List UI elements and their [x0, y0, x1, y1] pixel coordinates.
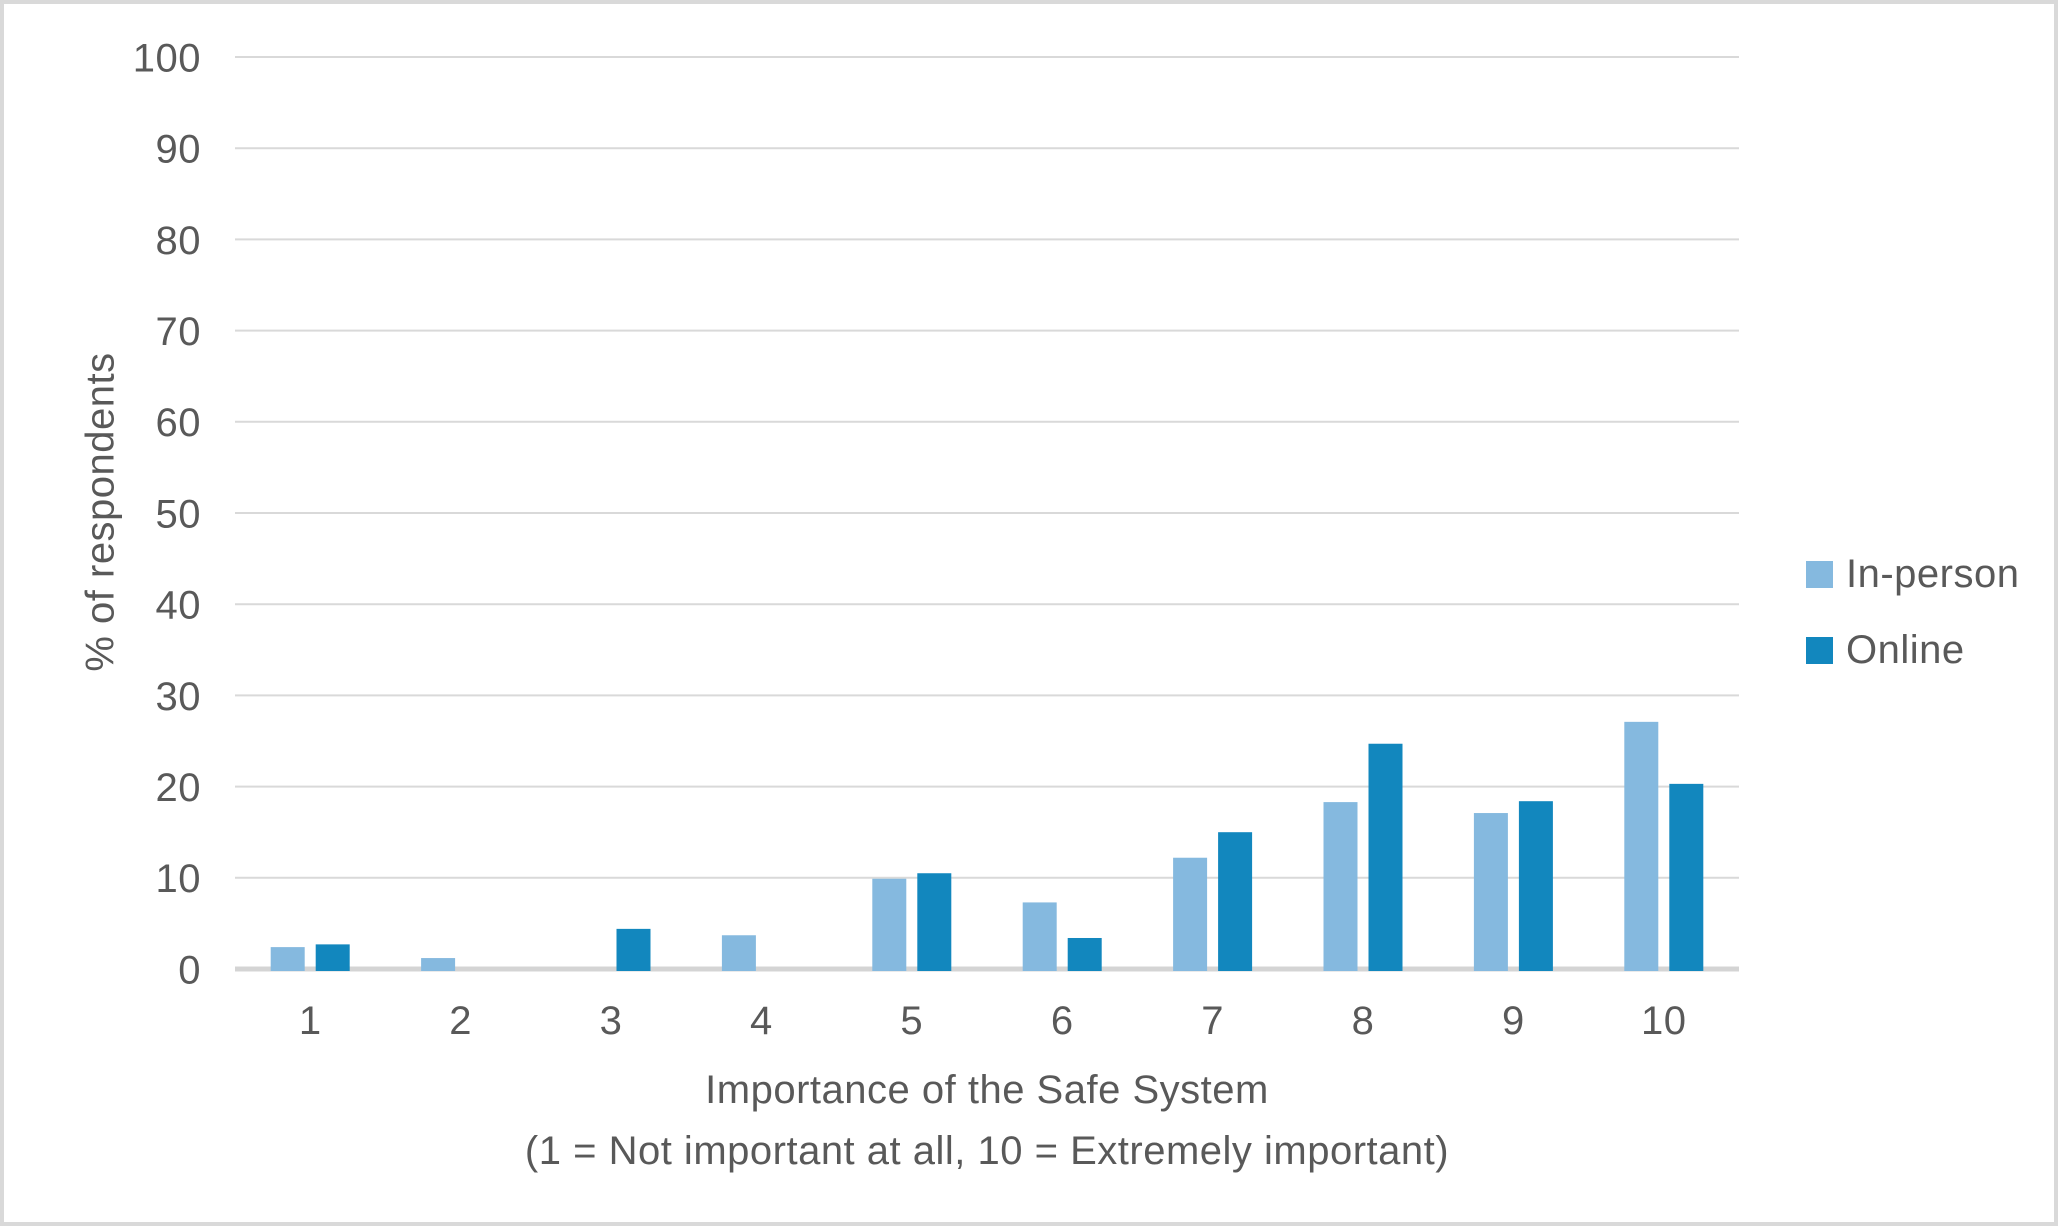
y-tick-label: 80 — [156, 219, 202, 263]
y-tick-label: 20 — [156, 766, 202, 810]
bar-online-cat9 — [1518, 801, 1553, 971]
bar-online-cat5 — [917, 873, 952, 971]
x-tick-label: 4 — [750, 999, 773, 1043]
bar-chart-plot: 0 10 20 30 40 50 60 70 80 90 100 1 2 3 4 5 6 7 8 9 10 — [133, 36, 1739, 1043]
bar-in-person-cat2 — [421, 958, 456, 971]
x-tick-label: 7 — [1201, 999, 1224, 1043]
x-tick-label: 6 — [1051, 999, 1074, 1043]
bar-online-cat6 — [1067, 937, 1102, 971]
legend-label: In-person — [1846, 552, 2020, 596]
x-tick-label: 3 — [600, 999, 623, 1043]
bar-in-person-cat10 — [1624, 721, 1659, 971]
x-tick-label: 8 — [1352, 999, 1375, 1043]
legend-item-in-person: In-person — [1806, 552, 2019, 597]
bar-online-cat10 — [1669, 783, 1704, 971]
bar-online-cat1 — [315, 944, 350, 971]
bar-in-person-cat5 — [872, 878, 907, 971]
legend-item-online: Online — [1806, 628, 2019, 673]
bar-in-person-cat4 — [721, 935, 756, 971]
bar-in-person-cat7 — [1173, 857, 1208, 971]
legend-swatch-icon — [1806, 561, 1833, 588]
y-tick-label: 100 — [133, 36, 201, 80]
bar-in-person-cat9 — [1473, 813, 1508, 971]
bar-in-person-cat1 — [270, 947, 305, 971]
legend-label: Online — [1846, 628, 1965, 672]
legend: In-person Online — [1806, 552, 2019, 673]
y-tick-label: 90 — [156, 128, 202, 172]
y-axis-title: % of respondents — [78, 352, 123, 672]
x-axis-title: Importance of the Safe System (1 = Not i… — [235, 1060, 1739, 1182]
x-axis-title-note: (1 = Not important at all, 10 = Extremel… — [524, 1129, 1450, 1173]
bar-online-cat7 — [1218, 832, 1253, 971]
bar-in-person-cat8 — [1323, 802, 1358, 971]
bar-in-person-cat6 — [1022, 902, 1057, 971]
x-tick-label: 5 — [900, 999, 923, 1043]
x-tick-label: 9 — [1502, 999, 1525, 1043]
y-tick-label: 30 — [156, 675, 202, 719]
y-tick-label: 0 — [178, 948, 201, 992]
bar-online-cat3 — [616, 928, 651, 971]
bar-online-cat8 — [1368, 743, 1403, 971]
y-tick-label: 60 — [156, 401, 202, 445]
y-tick-label: 10 — [156, 857, 202, 901]
y-tick-label: 40 — [156, 584, 202, 628]
x-tick-label: 10 — [1641, 999, 1687, 1043]
y-tick-label: 70 — [156, 310, 202, 354]
x-tick-label: 1 — [299, 999, 322, 1043]
legend-swatch-icon — [1806, 637, 1833, 664]
y-tick-label: 50 — [156, 492, 202, 536]
x-axis-title-main: Importance of the Safe System — [705, 1068, 1269, 1112]
x-tick-label: 2 — [449, 999, 472, 1043]
